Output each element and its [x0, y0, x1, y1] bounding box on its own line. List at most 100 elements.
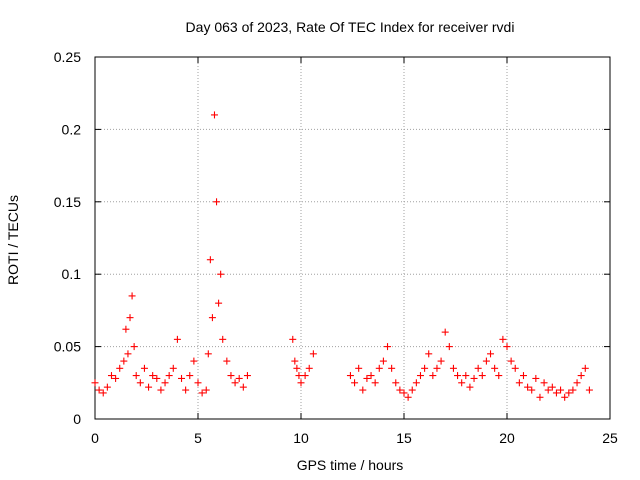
data-point [561, 393, 569, 401]
y-axis-ticks: 0 0.05 0.1 0.15 0.2 0.25 [54, 49, 610, 427]
data-point [99, 389, 107, 397]
data-point [297, 379, 305, 387]
x-axis-ticks: 0 5 10 15 20 25 [91, 57, 618, 446]
data-point [515, 379, 523, 387]
data-point [204, 350, 212, 358]
data-point [421, 364, 429, 372]
data-point [441, 328, 449, 336]
data-point [388, 364, 396, 372]
data-point [103, 383, 111, 391]
data-point [573, 379, 581, 387]
data-point [208, 314, 216, 322]
data-point [544, 386, 552, 394]
y-tick-label: 0.25 [54, 49, 81, 65]
data-point [149, 372, 157, 380]
data-point [425, 350, 433, 358]
data-point [231, 379, 239, 387]
data-point [585, 386, 593, 394]
data-point [503, 343, 511, 351]
data-points [91, 111, 593, 401]
y-tick-label: 0.05 [54, 339, 81, 355]
data-point [458, 379, 466, 387]
data-point [132, 372, 140, 380]
data-point [223, 357, 231, 365]
x-tick-label: 5 [194, 430, 202, 446]
data-point [291, 357, 299, 365]
data-point [346, 372, 354, 380]
data-point [396, 386, 404, 394]
data-point [120, 357, 128, 365]
data-point [445, 343, 453, 351]
data-point [519, 372, 527, 380]
data-point [375, 364, 383, 372]
data-point [408, 386, 416, 394]
data-point [91, 379, 99, 387]
data-point [227, 372, 235, 380]
data-point [495, 372, 503, 380]
x-tick-label: 10 [293, 430, 309, 446]
data-point [239, 383, 247, 391]
data-point [536, 393, 544, 401]
data-point [404, 393, 412, 401]
data-point [301, 372, 309, 380]
x-axis-label: GPS time / hours [297, 457, 404, 473]
x-tick-label: 20 [499, 430, 515, 446]
data-point [219, 335, 227, 343]
data-point [173, 335, 181, 343]
data-point [577, 372, 585, 380]
data-point [178, 374, 186, 382]
data-point [359, 386, 367, 394]
data-point [169, 364, 177, 372]
data-point [437, 357, 445, 365]
data-point [482, 357, 490, 365]
data-point [499, 335, 507, 343]
data-point [355, 364, 363, 372]
chart-title: Day 063 of 2023, Rate Of TEC Index for r… [186, 19, 515, 35]
data-point [412, 379, 420, 387]
data-point [524, 383, 532, 391]
data-point [126, 314, 134, 322]
data-point [454, 372, 462, 380]
data-point [116, 364, 124, 372]
data-point [217, 270, 225, 278]
data-point [540, 379, 548, 387]
data-point [157, 386, 165, 394]
x-tick-label: 0 [91, 430, 99, 446]
data-point [165, 372, 173, 380]
data-point [449, 364, 457, 372]
data-point [206, 256, 214, 264]
y-tick-label: 0.2 [62, 121, 82, 137]
data-point [367, 372, 375, 380]
data-point [548, 383, 556, 391]
y-axis-label: ROTI / TECUs [5, 195, 21, 285]
data-point [128, 292, 136, 300]
x-tick-label: 15 [396, 430, 412, 446]
data-point [379, 357, 387, 365]
data-point [581, 364, 589, 372]
y-tick-label: 0 [73, 411, 81, 427]
data-point [474, 364, 482, 372]
grid [95, 57, 610, 419]
data-point [470, 374, 478, 382]
data-point [557, 386, 565, 394]
data-point [293, 364, 301, 372]
data-point [140, 364, 148, 372]
data-point [363, 374, 371, 382]
data-point [351, 379, 359, 387]
data-point [289, 335, 297, 343]
data-point [198, 389, 206, 397]
data-point [136, 379, 144, 387]
data-point [416, 372, 424, 380]
data-point [532, 374, 540, 382]
data-point [161, 379, 169, 387]
data-point [107, 372, 115, 380]
data-point [305, 364, 313, 372]
data-point [130, 343, 138, 351]
plot-border [94, 56, 611, 420]
data-point [202, 386, 210, 394]
data-point [384, 343, 392, 351]
data-point [392, 379, 400, 387]
data-point [565, 389, 573, 397]
data-point [309, 350, 317, 358]
y-tick-label: 0.1 [62, 266, 82, 282]
